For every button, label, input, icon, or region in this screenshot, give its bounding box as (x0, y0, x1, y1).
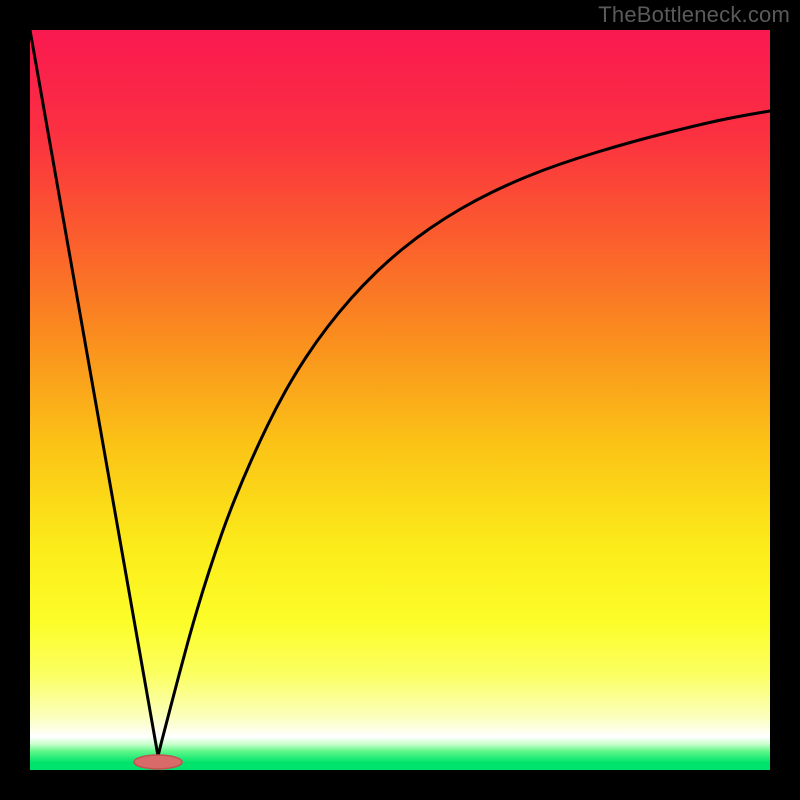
attribution-text: TheBottleneck.com (598, 2, 790, 28)
bottleneck-chart (0, 0, 800, 800)
optimal-point-marker (134, 755, 182, 769)
chart-root: TheBottleneck.com (0, 0, 800, 800)
